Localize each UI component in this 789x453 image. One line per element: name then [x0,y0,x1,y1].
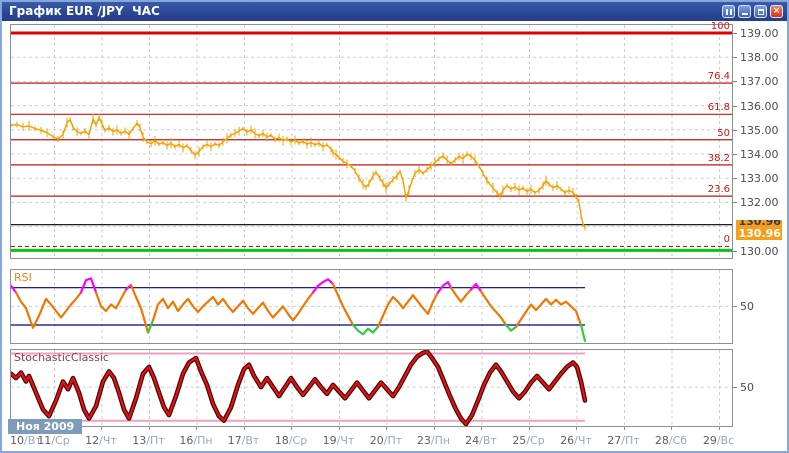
maximize-button[interactable] [754,5,767,18]
date-tick [148,427,150,430]
current-price-badge: 130.96 [735,228,782,240]
date-tick [196,427,197,430]
date-tick [576,427,577,430]
price-axis-label: 133.00 [740,172,779,186]
price-axis-label: 137.00 [740,75,779,89]
price-axis-label: 135.00 [740,123,779,137]
rsi-indicator-label: RSI [14,271,32,284]
date-tick [338,427,340,430]
fib-level-label: 38.2 [707,152,730,164]
date-axis-label: 18/Ср [274,434,308,447]
stochastic-panel[interactable]: StochasticClassic [10,349,733,427]
date-tick [101,427,102,430]
fib-level-label: 61.8 [707,102,730,114]
axis-tick [733,178,737,180]
date-axis-label: 10/Вт [10,434,42,447]
date-axis-label: 23/Пн [416,434,451,447]
axis-tick [733,81,737,83]
pause-button[interactable] [722,5,735,18]
date-axis-label: 20/Пт [369,434,403,447]
date-tick [243,427,245,430]
price-axis-label: 136.00 [740,99,779,113]
indicator-axis-label: 50 [740,381,754,395]
date-axis-label: 24/Вт [465,434,497,447]
axis-tick [733,306,737,308]
fib-level-label: 23.6 [707,184,730,196]
date-axis-label: 11/Ср [37,434,70,447]
date-tick [623,427,625,430]
date-tick [433,427,435,430]
axis-tick [733,57,737,59]
indicator-axis-label: 50 [740,300,754,314]
rsi-panel[interactable]: RSI [10,269,733,344]
price-axis-label: 139.00 [740,27,779,40]
axis-tick [733,129,737,131]
price-axis-label: 138.00 [740,51,779,65]
date-axis-label: 26/Чт [560,434,592,447]
rsi-plot [11,270,732,343]
date-tick [386,427,387,430]
date-axis-label: 27/Пт [607,434,640,447]
date-axis-label: 12/Чт [85,434,117,447]
fib-level-label: 100 [710,21,730,32]
date-axis-label: 16/Пн [179,434,213,447]
month-label: Ноя 2009 [8,419,83,434]
date-tick [671,427,672,430]
price-axis-label: 132.00 [740,196,779,210]
price-axis[interactable]: 130.96 130.96 139.00 138.00 137.00 136.00 13… [733,2,787,451]
date-axis-label: 25/Ср [512,434,545,447]
fib-level-label: 76.4 [707,71,730,83]
date-axis-label: 28/Сб [654,434,688,447]
fib-level-label: 50 [717,127,730,139]
price-axis-label: 130.00 [740,244,779,258]
date-tick [291,427,292,430]
axis-tick [733,33,737,34]
titlebar[interactable]: График EUR /JPY ЧАС × [2,2,787,21]
axis-tick [733,387,737,389]
fib-level-label: 0 [723,234,730,246]
minimize-button[interactable] [738,5,751,18]
date-axis-label: 29/Вс [702,434,735,447]
close-icon: × [772,6,781,16]
price-axis-label: 134.00 [740,148,779,161]
price-chart-panel[interactable]: 100 76.4 61.8 50 38.2 23.6 0 [10,21,733,259]
window-title: График EUR /JPY ЧАС [9,4,160,18]
close-button[interactable]: × [770,5,783,18]
stochastic-indicator-label: StochasticClassic [14,351,109,364]
window-buttons: × [722,5,783,18]
axis-tick [733,154,737,155]
date-axis-label: 13/Пт [132,434,165,447]
date-tick [718,427,720,430]
axis-tick [733,250,737,252]
date-tick [481,427,482,430]
axis-tick [733,105,737,107]
axis-tick [733,202,737,204]
date-axis[interactable]: 10/Вт 11/Ср 12/Чт 13/Пт 16/Пн 17/Вт 18/Ср 19/Чт… [2,431,787,449]
price-plot [11,25,732,258]
date-axis-label: 17/Вт [227,434,260,447]
date-tick [528,427,530,430]
price-badge-clipped: 130.96 [735,220,782,228]
stochastic-plot [11,350,732,426]
date-axis-label: 19/Чт [322,434,355,447]
